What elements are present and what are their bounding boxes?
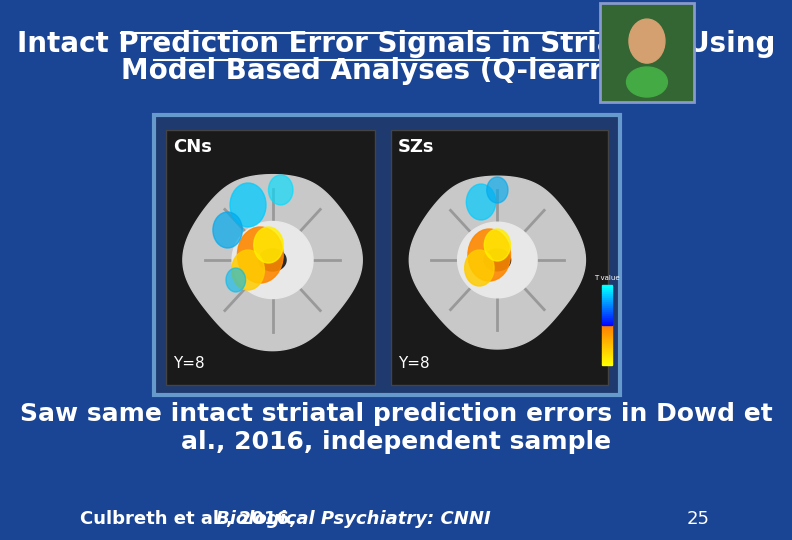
Circle shape	[253, 227, 284, 263]
Text: Biological Psychiatry: CNNI: Biological Psychiatry: CNNI	[216, 510, 490, 528]
Bar	[602, 325, 611, 327]
Text: 25: 25	[687, 510, 710, 528]
Polygon shape	[409, 176, 585, 349]
Bar	[602, 359, 611, 361]
Bar	[602, 327, 611, 329]
Bar	[602, 301, 611, 303]
FancyBboxPatch shape	[154, 115, 620, 395]
Bar	[602, 313, 611, 315]
Text: Y=8: Y=8	[173, 356, 204, 371]
Bar	[602, 287, 611, 289]
Polygon shape	[183, 174, 362, 350]
Text: Model Based Analyses (Q-learning): Model Based Analyses (Q-learning)	[121, 57, 671, 85]
Polygon shape	[484, 249, 511, 271]
Ellipse shape	[626, 67, 668, 97]
Bar	[602, 353, 611, 355]
Circle shape	[487, 177, 508, 203]
Bar	[602, 355, 611, 357]
Bar	[602, 335, 611, 337]
Text: Saw same intact striatal prediction errors in Dowd et
al., 2016, independent sam: Saw same intact striatal prediction erro…	[20, 402, 772, 454]
Bar	[602, 345, 611, 347]
Circle shape	[226, 268, 246, 292]
Bar	[602, 309, 611, 311]
Bar	[602, 341, 611, 343]
Bar	[602, 329, 611, 331]
Bar	[602, 315, 611, 317]
Text: SZs: SZs	[398, 138, 434, 156]
Bar	[602, 293, 611, 295]
Bar	[602, 347, 611, 349]
Circle shape	[465, 250, 494, 286]
Polygon shape	[458, 222, 537, 298]
Bar	[602, 295, 611, 297]
Bar	[602, 299, 611, 301]
Bar	[602, 331, 611, 333]
Polygon shape	[232, 221, 313, 299]
Text: Y=8: Y=8	[398, 356, 429, 371]
Text: CNs: CNs	[173, 138, 211, 156]
FancyBboxPatch shape	[600, 3, 694, 102]
Circle shape	[232, 250, 265, 290]
Bar	[602, 289, 611, 291]
FancyBboxPatch shape	[391, 130, 607, 385]
Bar	[602, 285, 611, 287]
Circle shape	[268, 175, 293, 205]
Bar	[602, 317, 611, 319]
Bar	[602, 361, 611, 363]
Bar	[602, 303, 611, 305]
Bar	[602, 291, 611, 293]
Bar	[602, 323, 611, 325]
Circle shape	[466, 184, 496, 220]
Bar	[602, 363, 611, 365]
Bar	[602, 333, 611, 335]
Circle shape	[484, 229, 510, 261]
Bar	[602, 343, 611, 345]
Text: T value: T value	[594, 275, 619, 281]
Bar	[602, 321, 611, 323]
Polygon shape	[259, 249, 286, 271]
Bar	[602, 351, 611, 353]
Bar	[602, 319, 611, 321]
Circle shape	[238, 227, 284, 283]
Bar	[602, 305, 611, 307]
FancyBboxPatch shape	[166, 130, 375, 385]
Text: Culbreth et al., 2016,: Culbreth et al., 2016,	[81, 510, 303, 528]
Bar	[602, 349, 611, 351]
Circle shape	[230, 183, 266, 227]
Bar	[602, 357, 611, 359]
Bar	[602, 339, 611, 341]
Circle shape	[629, 19, 665, 63]
Bar	[602, 307, 611, 309]
Bar	[602, 297, 611, 299]
Circle shape	[468, 229, 510, 281]
Bar	[602, 337, 611, 339]
Text: Intact Prediction Error Signals in Striatum Using: Intact Prediction Error Signals in Stria…	[17, 30, 775, 58]
Bar	[602, 311, 611, 313]
Circle shape	[213, 212, 242, 248]
